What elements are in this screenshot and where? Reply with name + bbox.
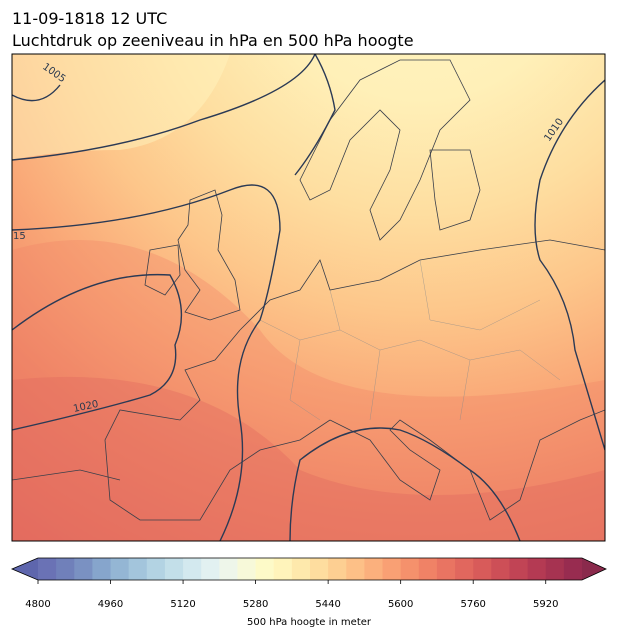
title-line2: Luchtdruk op zeeniveau in hPa en 500 hPa… bbox=[12, 31, 414, 50]
colorbar-segment bbox=[38, 558, 57, 580]
coastline bbox=[299, 59, 471, 241]
colorbar-segment bbox=[400, 558, 420, 580]
colorbar-extend-high bbox=[582, 558, 606, 580]
colorbar-segment bbox=[563, 558, 583, 580]
contour-label: 1020 bbox=[72, 399, 99, 415]
colorbar-segment bbox=[491, 558, 510, 580]
colorbar-segment bbox=[291, 558, 311, 580]
map bbox=[12, 54, 605, 541]
colorbar-segment bbox=[328, 558, 347, 580]
border bbox=[259, 259, 561, 421]
colorbar-segment bbox=[92, 558, 112, 580]
coastline bbox=[12, 469, 121, 481]
colorbar-extend-low bbox=[12, 558, 38, 580]
colorbar-segment bbox=[164, 558, 184, 580]
colorbar-segment bbox=[273, 558, 293, 580]
colorbar-segment bbox=[56, 558, 75, 580]
colorbar-tick-label: 5440 bbox=[315, 599, 340, 610]
colorbar-segment bbox=[455, 558, 474, 580]
coastline bbox=[104, 329, 331, 521]
colorbar-segment bbox=[473, 558, 492, 580]
colorbar-segment bbox=[382, 558, 402, 580]
colorbar-segment bbox=[509, 558, 529, 580]
title-line1: 11-09-1818 12 UTC bbox=[12, 9, 167, 28]
coastline bbox=[429, 149, 481, 231]
colorbar-segment bbox=[364, 558, 384, 580]
colorbar-segment bbox=[346, 558, 365, 580]
isobar bbox=[534, 79, 605, 451]
colorbar-segment bbox=[183, 558, 202, 580]
colorbar-segment bbox=[255, 558, 275, 580]
colorbar-tick-label: 5600 bbox=[388, 599, 413, 610]
colorbar-segment bbox=[146, 558, 166, 580]
height-band bbox=[12, 376, 605, 541]
colorbar-tick-label: 5760 bbox=[460, 599, 485, 610]
height-band bbox=[12, 240, 605, 541]
isobar bbox=[12, 273, 183, 431]
colorbar-segment bbox=[201, 558, 220, 580]
isobar bbox=[289, 427, 521, 541]
colorbar-segment bbox=[128, 558, 148, 580]
height-band bbox=[12, 54, 230, 160]
colorbar-segment bbox=[436, 558, 456, 580]
colorbar-tick-label: 4800 bbox=[25, 599, 50, 610]
coastline bbox=[177, 189, 241, 321]
coastline bbox=[329, 409, 605, 521]
colorbar: 4800 4960 5120 5280 5440 5600 5760 5920 bbox=[10, 557, 607, 610]
colorbar-tick-label: 5920 bbox=[533, 599, 558, 610]
colorbar-segment bbox=[310, 558, 329, 580]
colorbar-tick-label: 4960 bbox=[98, 599, 123, 610]
colorbar-segment bbox=[237, 558, 257, 580]
isobar bbox=[12, 54, 316, 161]
colorbar-segment bbox=[110, 558, 130, 580]
isobar bbox=[12, 184, 281, 541]
colorbar-label: 500 hPa hoogte in meter bbox=[247, 617, 372, 628]
isobar bbox=[12, 84, 61, 102]
isobar bbox=[294, 54, 336, 176]
map-frame bbox=[11, 53, 606, 542]
colorbar-segment bbox=[74, 558, 93, 580]
coastline bbox=[144, 244, 181, 296]
colorbar-tick-label: 5120 bbox=[170, 599, 195, 610]
contour-label: 15 bbox=[13, 231, 26, 242]
colorbar-segment bbox=[545, 558, 565, 580]
colorbar-outline bbox=[10, 557, 607, 581]
colorbar-segment bbox=[418, 558, 438, 580]
coastline bbox=[239, 239, 605, 331]
colorbar-tick-label: 5280 bbox=[243, 599, 268, 610]
colorbar-segment bbox=[219, 558, 238, 580]
colorbar-segment bbox=[527, 558, 547, 580]
